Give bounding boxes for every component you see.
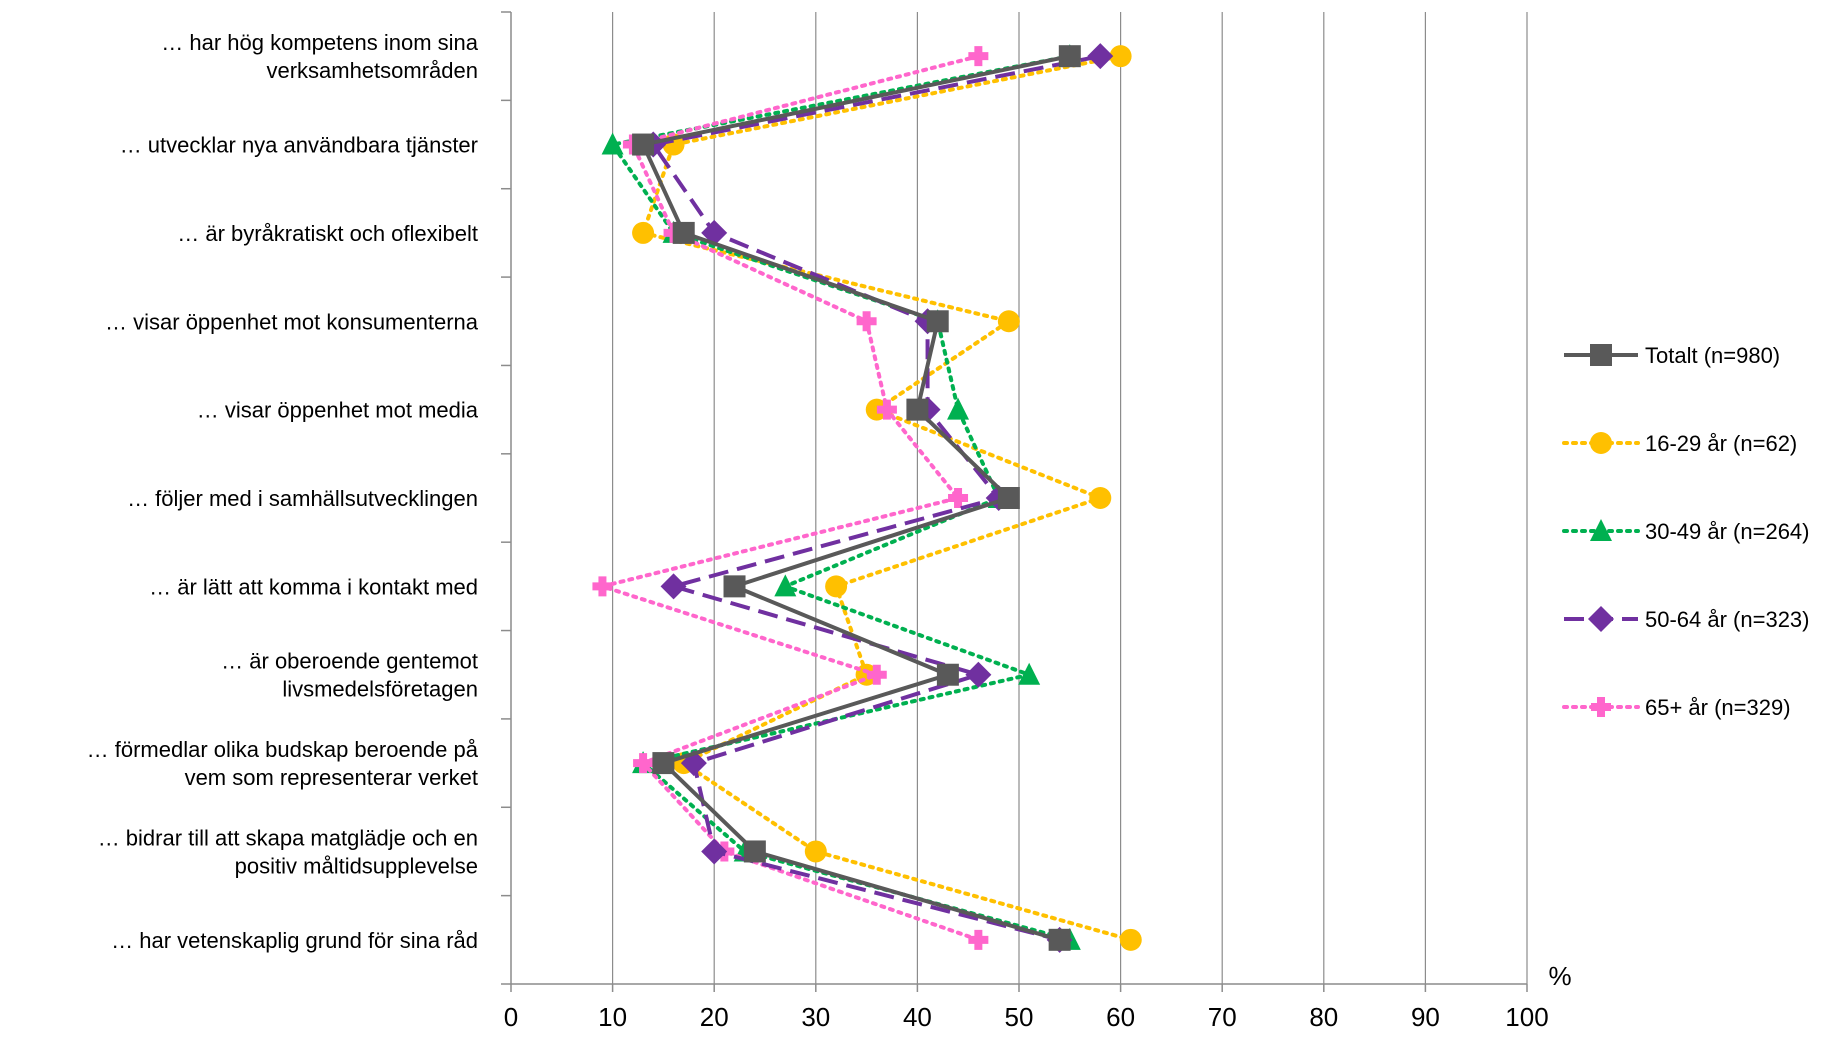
legend-label: 16-29 år (n=62) (1645, 431, 1797, 456)
data-point (632, 133, 655, 156)
category-label: … visar öppenhet mot media (197, 398, 479, 423)
legend-label: 65+ år (n=329) (1645, 695, 1791, 720)
legend-label: 50-64 år (n=323) (1645, 607, 1810, 632)
data-point (1119, 928, 1142, 951)
data-point (774, 574, 797, 597)
data-point (906, 398, 929, 421)
data-point (601, 132, 624, 155)
series-line (641, 54, 1133, 942)
category-label: … har vetenskaplig grund för sina råd (111, 928, 478, 953)
data-point (633, 753, 654, 774)
category-label: livsmedelsföretagen (282, 677, 478, 702)
data-point (1087, 43, 1114, 70)
data-point (1018, 662, 1041, 685)
data-point (672, 221, 695, 244)
legend-marker (1590, 519, 1612, 541)
x-tick-label: 60 (1106, 1002, 1135, 1032)
data-point (926, 310, 949, 333)
data-point (865, 398, 888, 421)
data-point (1109, 45, 1132, 68)
data-point (856, 311, 877, 332)
x-tick-label: 40 (903, 1002, 932, 1032)
category-label: … har hög kompetens inom sina (161, 30, 478, 55)
series-3 (640, 43, 1114, 953)
data-point (804, 840, 827, 863)
x-tick-label: 10 (598, 1002, 627, 1032)
x-tick-label: 0 (504, 1002, 518, 1032)
data-point (632, 221, 655, 244)
data-point (965, 661, 992, 688)
category-label: … förmedlar olika budskap beroende på (87, 737, 479, 762)
data-point (1089, 487, 1112, 509)
x-tick-label: 30 (801, 1002, 830, 1032)
series-line (600, 54, 981, 942)
data-point (936, 663, 959, 686)
legend-marker (1588, 606, 1614, 632)
legend-item: 16-29 år (n=62) (1562, 431, 1797, 456)
gridlines (611, 12, 1528, 984)
data-point (947, 397, 970, 420)
data-point (968, 46, 989, 67)
x-axis-unit-label: % (1548, 961, 1571, 991)
x-tick-label: 80 (1309, 1002, 1338, 1032)
data-point (866, 664, 887, 685)
category-label: vem som representerar verket (185, 765, 478, 790)
legend-label: Totalt (n=980) (1645, 343, 1780, 368)
legend-item: 65+ år (n=329) (1562, 695, 1791, 720)
category-label: … bidrar till att skapa matglädje och en (98, 825, 478, 850)
legend-label: 30-49 år (n=264) (1645, 519, 1810, 544)
legend: Totalt (n=980) 16-29 år (n=62) 30-49 år (n… (1562, 343, 1810, 720)
data-point (825, 575, 848, 598)
series-0 (632, 45, 1081, 951)
category-label: verksamhetsområden (266, 58, 478, 83)
data-point (997, 487, 1020, 509)
x-tick-label: 20 (700, 1002, 729, 1032)
category-label: … är byråkratiskt och oflexibelt (177, 221, 478, 246)
series-line (651, 54, 1101, 942)
series-4 (592, 46, 989, 950)
data-point (1058, 45, 1081, 68)
legend-marker (1590, 432, 1612, 454)
legend-item: 50-64 år (n=323) (1564, 606, 1810, 632)
legend-marker (1591, 697, 1611, 717)
legend-item: 30-49 år (n=264) (1562, 519, 1810, 544)
category-label: … är oberoende gentemot (221, 649, 478, 674)
data-point (876, 399, 897, 420)
x-tick-label: 50 (1005, 1002, 1034, 1032)
data-point (968, 929, 989, 950)
data-point (743, 840, 766, 863)
data-point (701, 838, 728, 865)
series-group (592, 43, 1142, 953)
data-point (723, 575, 746, 598)
data-point (1048, 928, 1071, 951)
x-tick-label: 90 (1411, 1002, 1440, 1032)
category-label: … utvecklar nya användbara tjänster (120, 133, 478, 158)
x-tick-label: 100 (1505, 1002, 1548, 1032)
data-point (652, 752, 675, 775)
data-point (592, 576, 613, 597)
legend-marker (1590, 344, 1612, 366)
data-point (997, 310, 1020, 333)
category-label: positiv måltidsupplevelse (235, 853, 478, 878)
labels: 0 10 20 30 40 50 60 70 80 90 100% … har hög kompete… (87, 30, 1572, 1032)
category-label: … är lätt att komma i kontakt med (149, 574, 478, 599)
legend-item: Totalt (n=980) (1564, 343, 1780, 368)
data-point (660, 573, 687, 600)
series-1 (632, 45, 1142, 951)
axes (501, 11, 1528, 992)
category-label: … visar öppenhet mot konsumenterna (105, 309, 479, 334)
x-tick-label: 70 (1208, 1002, 1237, 1032)
category-label: … följer med i samhällsutvecklingen (127, 486, 478, 511)
data-point (948, 488, 969, 508)
